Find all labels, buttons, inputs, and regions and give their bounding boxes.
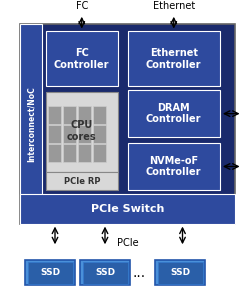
FancyBboxPatch shape xyxy=(28,262,72,284)
FancyBboxPatch shape xyxy=(92,106,106,124)
Text: SSD: SSD xyxy=(170,268,190,278)
FancyBboxPatch shape xyxy=(46,172,118,190)
Text: SSD: SSD xyxy=(95,268,115,278)
Text: Ethernet
Controller: Ethernet Controller xyxy=(146,48,202,70)
FancyBboxPatch shape xyxy=(46,32,118,86)
FancyBboxPatch shape xyxy=(78,125,91,143)
FancyBboxPatch shape xyxy=(78,145,91,162)
Text: FC
Controller: FC Controller xyxy=(54,48,110,70)
FancyBboxPatch shape xyxy=(128,90,220,137)
Text: CPU
cores: CPU cores xyxy=(67,121,96,142)
FancyBboxPatch shape xyxy=(62,145,76,162)
FancyBboxPatch shape xyxy=(82,262,128,284)
Text: Ethernet: Ethernet xyxy=(152,1,195,11)
FancyBboxPatch shape xyxy=(48,125,61,143)
Text: NVMe-oF
Controller: NVMe-oF Controller xyxy=(146,156,202,177)
Text: PCIe RP: PCIe RP xyxy=(64,177,100,186)
Text: FC: FC xyxy=(76,1,88,11)
FancyBboxPatch shape xyxy=(128,143,220,190)
FancyBboxPatch shape xyxy=(155,260,205,285)
FancyBboxPatch shape xyxy=(80,260,130,285)
FancyBboxPatch shape xyxy=(92,125,106,143)
FancyBboxPatch shape xyxy=(158,262,202,284)
FancyBboxPatch shape xyxy=(20,24,42,224)
FancyBboxPatch shape xyxy=(128,32,220,86)
FancyBboxPatch shape xyxy=(46,92,118,172)
Text: PCIe Switch: PCIe Switch xyxy=(91,204,164,214)
FancyBboxPatch shape xyxy=(92,145,106,162)
Text: SSD: SSD xyxy=(40,268,60,278)
Text: DRAM
Controller: DRAM Controller xyxy=(146,103,202,124)
FancyBboxPatch shape xyxy=(62,125,76,143)
FancyBboxPatch shape xyxy=(48,106,61,124)
FancyBboxPatch shape xyxy=(20,24,235,224)
FancyBboxPatch shape xyxy=(62,106,76,124)
Text: ...: ... xyxy=(132,266,145,280)
FancyBboxPatch shape xyxy=(20,194,235,224)
FancyBboxPatch shape xyxy=(48,145,61,162)
Text: PCIe: PCIe xyxy=(117,238,138,248)
FancyBboxPatch shape xyxy=(25,260,75,285)
Text: Interconnect/NoC: Interconnect/NoC xyxy=(27,86,36,162)
FancyBboxPatch shape xyxy=(78,106,91,124)
